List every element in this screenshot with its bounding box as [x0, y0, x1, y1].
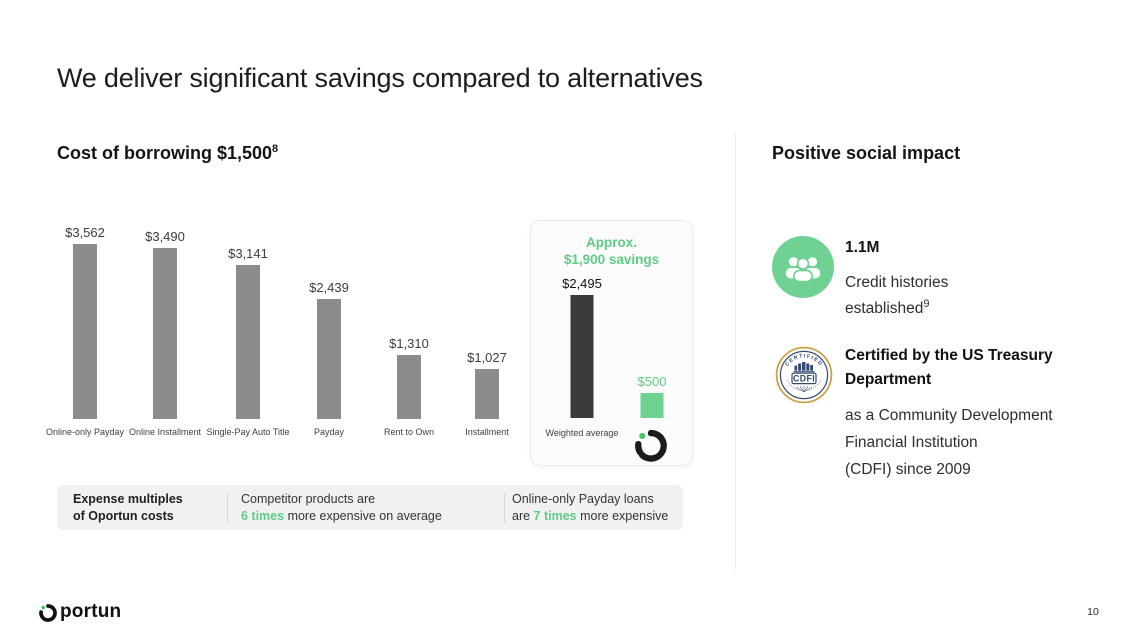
expense-note-col1-line1: Expense multiples — [73, 491, 183, 506]
bar — [640, 393, 664, 418]
bar — [317, 299, 341, 419]
savings-note-line1: Approx. — [585, 235, 637, 250]
impact-footnote-marker: 9 — [923, 297, 930, 310]
bar-group: $500 — [615, 221, 689, 465]
bar-category-label: Online-only Payday — [45, 427, 125, 437]
bar-group: $2,439 Payday — [287, 220, 371, 466]
bar-group: $2,495 Weighted average — [545, 221, 619, 465]
bar-category-label: Rent to Own — [383, 427, 435, 437]
expense-note-col1: Expense multiples of Oportun costs — [57, 491, 227, 525]
expense-note-col2: Competitor products are 6 times more exp… — [228, 491, 504, 525]
impact-description-line2: established — [845, 300, 924, 317]
bar-category-label: Single-Pay Auto Title — [206, 427, 290, 437]
bar-value-label: $3,141 — [228, 246, 268, 261]
impact-item-credit-histories: 1.1M Credit histories established9 — [845, 239, 1055, 322]
bar-value-label: $1,027 — [467, 350, 507, 365]
cdfi-seal-icon: CERTIFIED CDFI — [775, 346, 833, 404]
bar-group: $3,490 Online Installment — [123, 220, 207, 466]
cdfi-seal-skyline — [793, 362, 815, 373]
chart-heading-footnote-marker: 8 — [272, 143, 279, 155]
oportun-logo-icon — [631, 424, 671, 464]
impact-stat: 1.1M — [845, 239, 880, 256]
note-divider — [504, 492, 505, 523]
people-group-icon — [772, 236, 834, 298]
chart-heading: Cost of borrowing $1,5008 — [57, 143, 278, 164]
impact-regular-line1: as a Community Development — [845, 407, 1053, 424]
impact-regular-text: as a Community Development Financial Ins… — [845, 402, 1110, 483]
impact-regular-line2: Financial Institution — [845, 434, 978, 451]
oportun-logo: portun — [37, 601, 121, 623]
bar — [236, 265, 260, 419]
bar — [397, 355, 421, 419]
oportun-logo-text: portun — [60, 601, 122, 622]
bar-category-label: Online Installment — [128, 427, 202, 437]
cost-of-borrowing-bar-chart: $3,562 Online-only Payday $3,490 Online Ins… — [38, 220, 698, 466]
cdfi-seal-center-text: CDFI — [793, 373, 815, 383]
note-divider — [227, 492, 228, 523]
expense-note-col3-line1: Online-only Payday loans — [512, 491, 654, 506]
expense-note-col2-line1: Competitor products are — [241, 491, 376, 506]
bar-value-label: $3,490 — [145, 229, 185, 244]
expense-note-col3-prefix: are — [512, 508, 534, 523]
expense-note-col1-line2: of Oportun costs — [73, 508, 174, 523]
chart-heading-text: Cost of borrowing $1,500 — [57, 143, 273, 163]
bar-group: $3,562 Online-only Payday — [43, 220, 127, 466]
savings-note-line2: $1,900 savings — [563, 252, 660, 267]
impact-bold-line2: Department — [845, 371, 932, 388]
vertical-divider — [735, 133, 736, 570]
expense-note-col3: Online-only Payday loans are 7 times mor… — [505, 491, 683, 525]
bar-value-label: $2,495 — [562, 276, 602, 291]
impact-bold-text: Certified by the US Treasury Department — [845, 344, 1110, 392]
page-number: 10 — [1087, 606, 1099, 618]
bar-category-label: Weighted average — [545, 428, 619, 438]
bar — [153, 248, 177, 419]
bar-value-label: $500 — [637, 374, 667, 389]
expense-note-bar: Expense multiples of Oportun costs Compe… — [57, 485, 683, 530]
bar-category-label: Payday — [313, 427, 345, 437]
expense-note-col2-highlight: 6 times — [241, 508, 285, 523]
impact-description-line1: Credit histories — [845, 274, 949, 291]
highlight-bars-layer: $2,495 Weighted average $500 — [531, 221, 692, 465]
main-bars-layer: $3,562 Online-only Payday $3,490 Online Ins… — [38, 220, 698, 466]
bar — [475, 369, 499, 419]
bar — [73, 244, 97, 419]
savings-highlight-box: Approx. $1,900 savings $2,495 Weighted av… — [530, 220, 693, 466]
expense-note-col3-highlight: 7 times — [533, 508, 577, 523]
impact-item-cdfi-certification: Certified by the US Treasury Department … — [845, 344, 1110, 483]
bar-group: $1,310 Rent to Own — [367, 220, 451, 466]
impact-bold-line1: Certified by the US Treasury — [845, 347, 1053, 364]
bar-value-label: $2,439 — [309, 280, 349, 295]
savings-note: Approx. $1,900 savings — [531, 234, 692, 268]
bar-value-label: $3,562 — [65, 225, 105, 240]
bar-value-label: $1,310 — [389, 336, 429, 351]
bar-category-label: Installment — [465, 427, 509, 437]
impact-description: Credit histories established9 — [845, 270, 1055, 322]
expense-note-col2-rest: more expensive on average — [284, 508, 442, 523]
bar-group: $1,027 Installment — [445, 220, 529, 466]
bar — [570, 295, 594, 418]
expense-note-col3-rest: more expensive — [576, 508, 669, 523]
impact-regular-line3: (CDFI) since 2009 — [845, 461, 971, 478]
bar-group: $3,141 Single-Pay Auto Title — [206, 220, 290, 466]
slide-title: We deliver significant savings compared … — [57, 63, 703, 93]
impact-heading: Positive social impact — [772, 143, 961, 163]
oportun-logo-o-icon — [37, 601, 59, 623]
